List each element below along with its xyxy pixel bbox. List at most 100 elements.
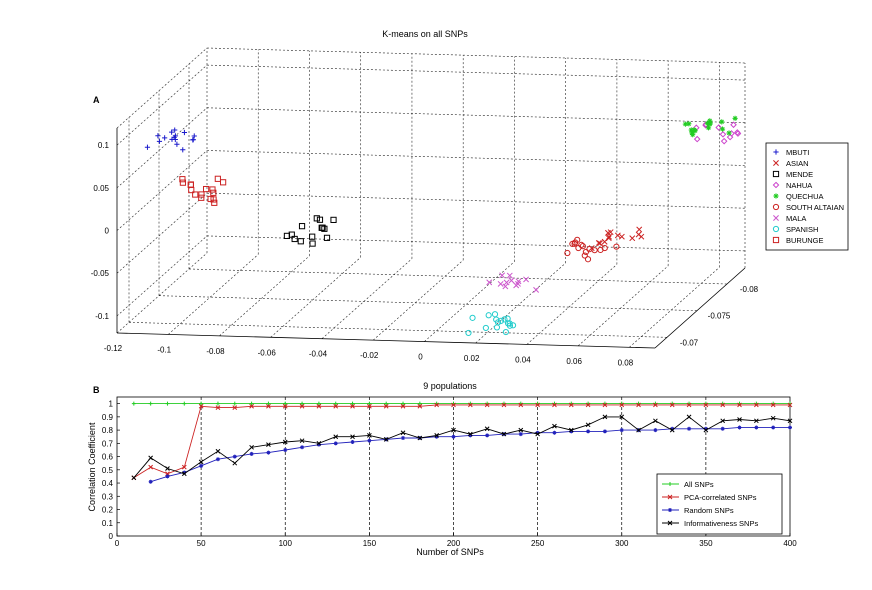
grid-line [116, 235, 208, 317]
y-tick-label: 1 [109, 400, 114, 409]
grid-line [206, 107, 746, 124]
legend-label: Informativeness SNPs [684, 519, 758, 528]
series-mala [486, 272, 540, 293]
data-point [502, 328, 509, 336]
data-point [602, 414, 608, 420]
data-point [282, 439, 288, 445]
grid-line [116, 150, 208, 231]
data-point [215, 405, 221, 410]
data-point [636, 402, 641, 408]
data-point [653, 428, 658, 433]
data-point [148, 455, 154, 461]
data-point [597, 246, 604, 254]
data-point [266, 442, 271, 448]
legend-label: MENDE [786, 170, 813, 179]
data-point [467, 431, 473, 437]
data-point [493, 324, 501, 331]
data-point [686, 414, 692, 420]
data-point [585, 402, 591, 408]
data-point [720, 402, 726, 408]
grid-line [219, 255, 310, 337]
y-tick-label: -0.075 [708, 312, 731, 321]
box-edge [116, 47, 208, 129]
data-point [737, 417, 742, 422]
data-point [726, 130, 732, 136]
data-point [249, 403, 254, 409]
grid-line [321, 258, 413, 339]
panel-b-title: 9 populations [423, 381, 477, 391]
data-point [249, 444, 254, 450]
panel-a-label: A [93, 95, 100, 105]
data-point [316, 442, 321, 447]
series-burunge [179, 175, 227, 206]
data-point [754, 425, 759, 430]
data-point [367, 403, 372, 409]
panel-a-tick-labels: -0.12 -0.1 -0.08 -0.06 -0.04 -0.02 0 0.02 0.04 0.… [91, 141, 759, 367]
panel-b-series [131, 401, 793, 484]
data-point [181, 464, 187, 470]
data-point [148, 479, 153, 484]
y-tick-label: 0.4 [102, 479, 114, 488]
data-point [693, 135, 701, 143]
data-point [282, 403, 288, 409]
data-point [162, 135, 168, 141]
data-point [692, 128, 698, 134]
legend-label: Random SNPs [684, 506, 734, 515]
data-point [690, 132, 696, 138]
data-point [321, 225, 328, 232]
x-tick-label: 300 [615, 539, 629, 548]
data-point [552, 430, 557, 435]
data-point [417, 435, 423, 441]
data-point [249, 401, 254, 406]
data-point [202, 185, 210, 193]
data-point [400, 403, 406, 409]
data-point [169, 129, 175, 135]
x-tick-label: 100 [279, 539, 293, 548]
legend-marker [773, 149, 779, 155]
data-point [518, 432, 523, 437]
series-mbuti [144, 127, 197, 153]
y-tick-label: -0.07 [680, 338, 699, 347]
x-tick-label: 150 [363, 539, 377, 548]
data-point [384, 401, 389, 406]
data-point [148, 464, 154, 470]
data-point [606, 233, 612, 240]
data-point [705, 125, 712, 131]
grid-line [526, 264, 618, 345]
data-point [199, 463, 204, 468]
data-point [504, 320, 512, 327]
series-pca-correlated-snps [131, 402, 793, 481]
legend-marker [772, 236, 780, 244]
grid-line [475, 262, 566, 344]
x-tick-label: 200 [447, 539, 461, 548]
data-point [297, 238, 304, 245]
data-point [249, 451, 254, 456]
data-point [383, 437, 389, 442]
data-point [468, 433, 473, 438]
data-point [198, 459, 204, 465]
data-point [719, 131, 727, 138]
legend-marker [668, 508, 672, 512]
data-point [172, 133, 179, 139]
data-point [619, 428, 624, 433]
legend-label: SPANISH [786, 225, 818, 234]
data-point [597, 240, 603, 247]
data-point [187, 181, 194, 189]
data-point [155, 133, 161, 139]
grid-line [577, 265, 669, 347]
data-point [232, 401, 237, 406]
data-point [636, 427, 641, 433]
series-quechua [682, 115, 738, 138]
data-point [618, 233, 625, 240]
z-tick-label: 0 [105, 227, 110, 236]
data-point [770, 415, 776, 421]
data-point [182, 470, 187, 475]
data-point [198, 403, 204, 409]
data-point [156, 138, 163, 144]
grid-line [116, 192, 208, 274]
x-tick-label: -0.08 [206, 347, 225, 356]
data-point [214, 175, 221, 182]
series-line [133, 404, 790, 479]
x-tick-label: 0.08 [618, 358, 634, 367]
data-point [309, 240, 316, 247]
